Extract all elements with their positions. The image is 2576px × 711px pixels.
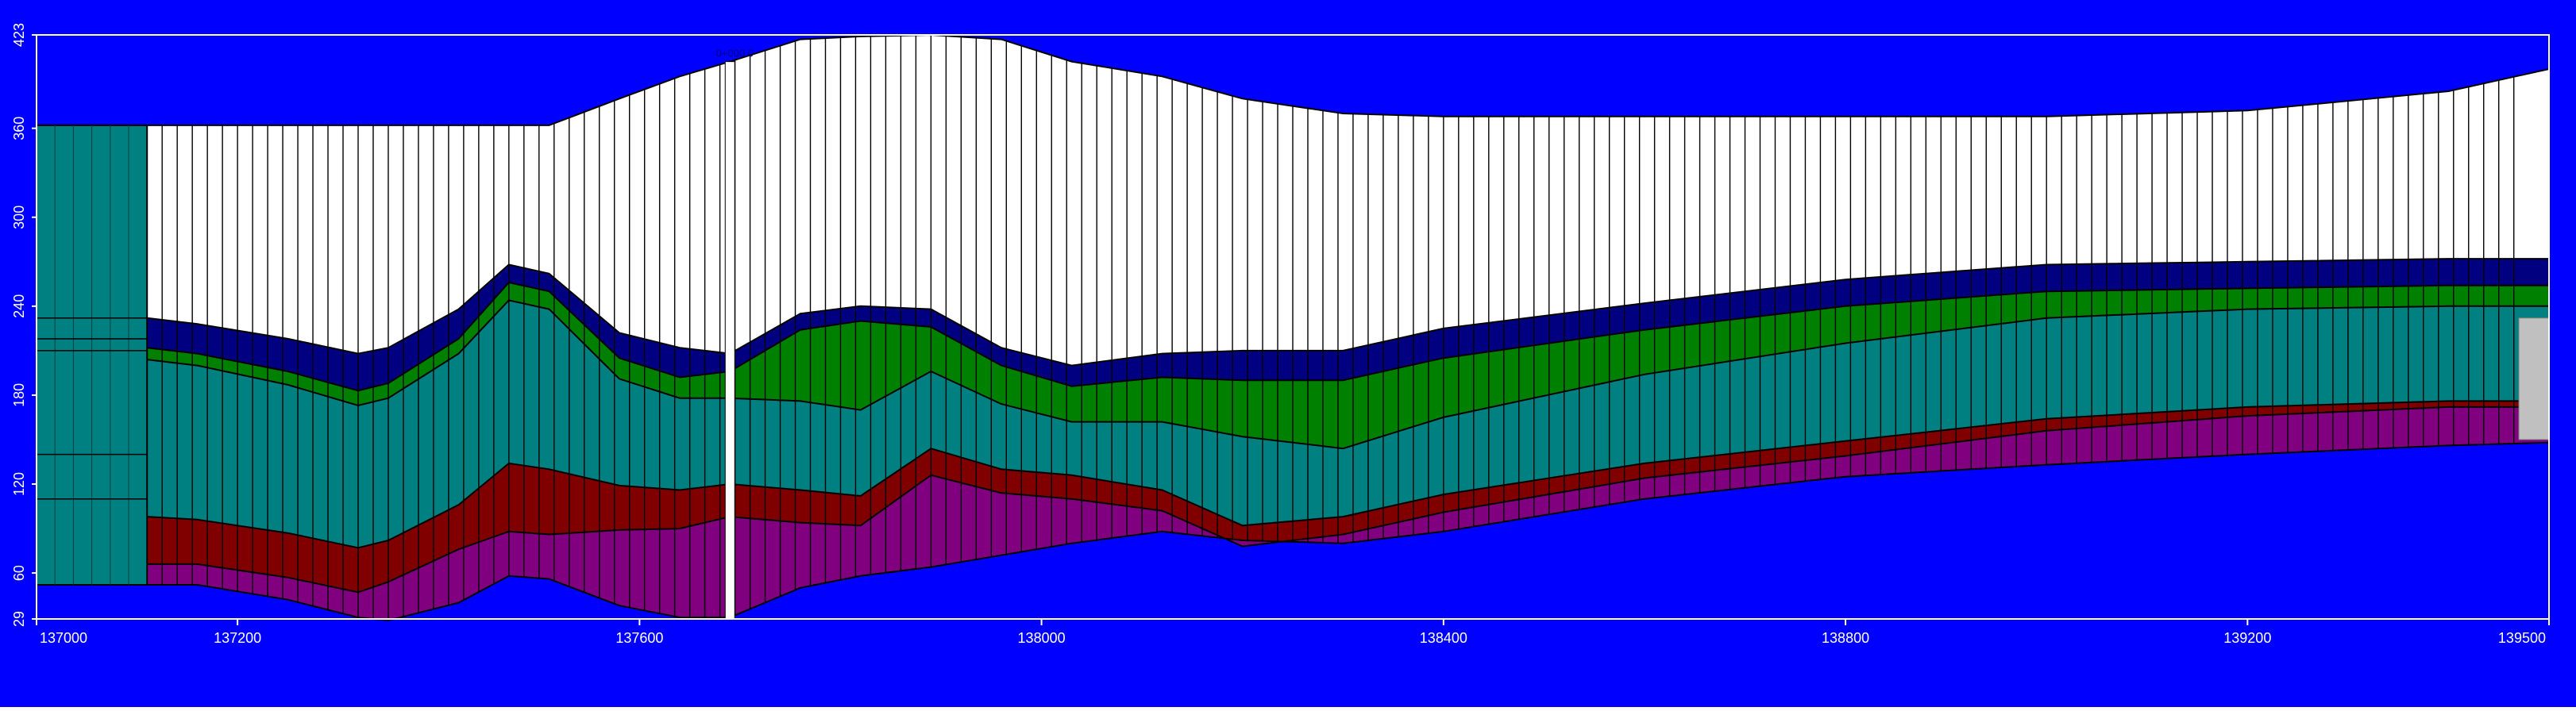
- x-tick-label: 138800: [1822, 630, 1869, 646]
- layer-5: [37, 406, 2549, 621]
- x-tick-label: 137000: [40, 630, 87, 646]
- boundary-line-2: [37, 299, 2549, 450]
- boundary-line-1: [37, 281, 2549, 392]
- x-tick-label: 137200: [214, 630, 261, 646]
- y-tick-label: 180: [11, 383, 27, 407]
- x-tick-label: 138400: [1420, 630, 1467, 646]
- y-axis-ticks: 29 60 120 180 240 300 360 423: [11, 23, 37, 627]
- right-block: [2518, 317, 2550, 440]
- plot-border: [36, 34, 2550, 620]
- y-tick-label: 240: [11, 294, 27, 318]
- y-tick-label: 300: [11, 206, 27, 229]
- y-tick-label: 120: [11, 472, 27, 496]
- x-tick-label: 138000: [1018, 630, 1066, 646]
- layer-2: [37, 282, 2549, 449]
- x-tick-label: 139200: [2223, 630, 2271, 646]
- layer-boundaries: [37, 33, 2550, 621]
- boundary-line-4: [37, 405, 2549, 594]
- boundary-line-3: [37, 400, 2549, 549]
- edge-blocks: [36, 124, 2550, 586]
- column-lines: [146, 35, 2515, 621]
- annotation-label: 0+000.0: [716, 48, 754, 60]
- y-tick-label: 60: [11, 565, 27, 581]
- x-axis-ticks: 137000 137200 137600 138000 138400 138800 1392…: [36, 619, 2550, 646]
- surface-line: [37, 33, 2550, 126]
- x-tick-label: 139500: [2498, 630, 2546, 646]
- y-tick-label: 423: [11, 23, 27, 47]
- annotation-marker: 0+000.0: [716, 48, 754, 620]
- boundary-line-0: [37, 258, 2549, 367]
- layer-1: [37, 259, 2549, 391]
- x-tick-label: 137600: [615, 630, 663, 646]
- layer-3: [37, 300, 2549, 548]
- y-tick-label: 29: [11, 611, 27, 627]
- y-tick-label: 360: [11, 117, 27, 140]
- marker-column: [724, 61, 735, 620]
